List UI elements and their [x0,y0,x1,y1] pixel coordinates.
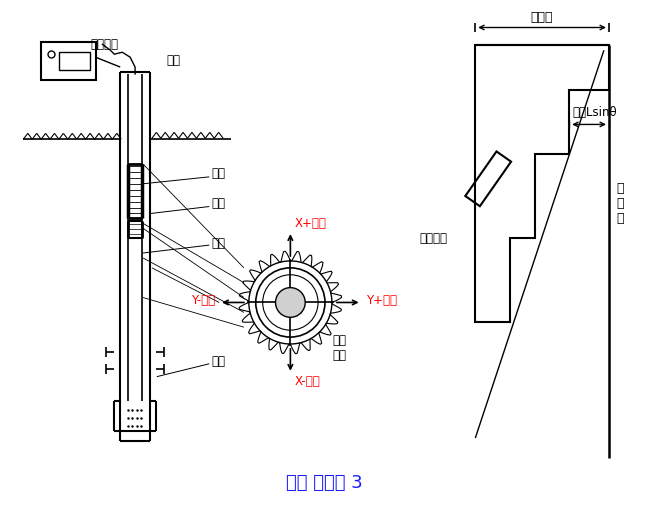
Text: 线: 线 [617,212,624,225]
Text: 导轮: 导轮 [332,350,346,362]
Text: 原: 原 [617,182,624,195]
Text: 测读设备: 测读设备 [91,38,119,51]
Text: X+方向: X+方向 [294,217,326,230]
Text: 测点间距: 测点间距 [419,232,447,245]
Text: Y+方向: Y+方向 [365,294,397,307]
Text: 导管: 导管 [211,237,226,249]
Text: 回填: 回填 [211,355,226,368]
Text: Y-方向: Y-方向 [191,294,215,307]
Text: 钻孔: 钻孔 [211,197,226,210]
Text: 测头: 测头 [211,167,226,180]
Text: 电缆: 电缆 [167,54,181,67]
Text: 位移Lsinθ: 位移Lsinθ [572,106,617,119]
Text: 总位移: 总位移 [531,11,553,24]
Text: X-方向: X-方向 [294,375,320,388]
Bar [41,42,95,80]
Text: 导槽: 导槽 [332,334,346,346]
Circle shape [275,288,305,318]
Text: 准: 准 [617,197,624,210]
Text: 测斜 原理图 3: 测斜 原理图 3 [286,474,362,492]
Bar [59,52,89,70]
